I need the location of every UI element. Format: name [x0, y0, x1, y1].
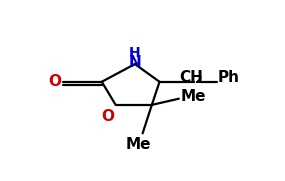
- Text: N: N: [129, 55, 141, 70]
- Text: 2: 2: [194, 75, 202, 85]
- Text: CH: CH: [179, 70, 203, 85]
- Text: O: O: [101, 109, 114, 124]
- Text: H: H: [129, 46, 141, 60]
- Text: O: O: [49, 74, 62, 89]
- Text: Me: Me: [126, 137, 152, 152]
- Text: Ph: Ph: [218, 70, 240, 85]
- Text: Me: Me: [180, 89, 206, 104]
